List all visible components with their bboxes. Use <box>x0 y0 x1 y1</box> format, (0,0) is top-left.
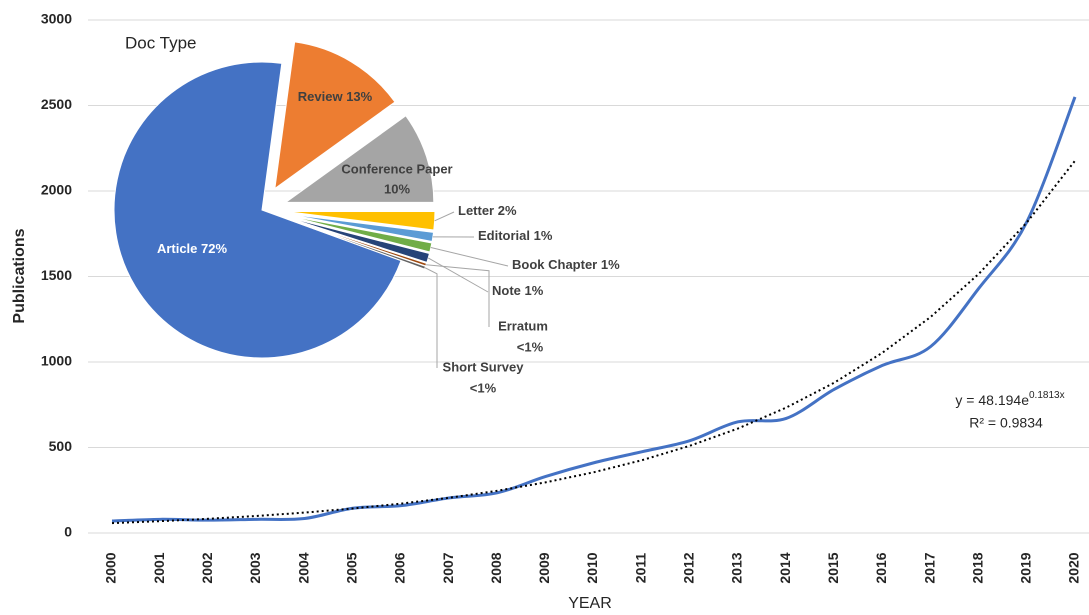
y-axis-label: Publications <box>11 228 28 323</box>
slice-category: Book Chapter <box>512 257 597 272</box>
x-tick-label: 2002 <box>199 552 215 583</box>
slice-label: Short Survey <box>443 359 525 374</box>
x-tick-label: 2018 <box>969 552 985 583</box>
pie <box>113 41 509 368</box>
x-tick-label: 2006 <box>392 552 408 583</box>
slice-category: Review <box>298 89 344 104</box>
slice-category: Letter <box>458 203 494 218</box>
slice-value: 72% <box>201 241 227 256</box>
leader-line <box>427 257 489 293</box>
y-tick-label: 2000 <box>41 182 72 198</box>
slice-label: Editorial 1% <box>478 228 553 243</box>
slice-label: Review 13% <box>298 89 373 104</box>
pie-slice <box>286 213 435 243</box>
x-tick-label: 2005 <box>343 552 359 583</box>
y-tick-label: 3000 <box>41 11 72 27</box>
slice-label: Erratum <box>498 318 548 333</box>
slice-value: 13% <box>346 89 372 104</box>
x-tick-label: 2000 <box>103 552 119 583</box>
y-tick-label: 500 <box>49 438 73 454</box>
slice-category: Article <box>157 241 197 256</box>
x-tick-label: 2020 <box>1066 552 1082 583</box>
leader-line <box>426 264 490 327</box>
x-tick-label: 2014 <box>777 552 793 583</box>
x-tick-label: 2001 <box>151 552 167 583</box>
x-tick-label: 2012 <box>681 552 697 583</box>
x-tick-label: 2016 <box>873 552 889 583</box>
slice-value: <1% <box>470 380 497 395</box>
y-tick-label: 1000 <box>41 353 72 369</box>
pie-title: Doc Type <box>125 33 197 52</box>
equation-exponent: 0.1813x <box>1029 390 1065 401</box>
leader-line <box>430 247 509 267</box>
y-tick-label: 2500 <box>41 96 72 112</box>
slice-value: <1% <box>517 339 544 354</box>
slice-value: 1% <box>534 228 553 243</box>
leader-line <box>424 267 438 368</box>
pie-slice <box>285 216 431 264</box>
x-tick-label: 2003 <box>247 552 263 583</box>
pie-slice <box>284 115 435 203</box>
slice-category: Editorial <box>478 228 530 243</box>
slice-value: 2% <box>498 203 517 218</box>
pie-slice <box>274 41 396 190</box>
slice-label: Conference Paper <box>341 161 452 176</box>
y-tick-label: 1500 <box>41 267 72 283</box>
slice-label: Book Chapter 1% <box>512 257 620 272</box>
y-tick-label: 0 <box>64 524 72 540</box>
x-tick-label: 2015 <box>825 552 841 583</box>
x-tick-label: 2019 <box>1018 552 1034 583</box>
leader-line <box>434 211 455 222</box>
pie-slice <box>113 61 402 359</box>
equation-base: y = 48.194e <box>955 392 1029 408</box>
pie-slice <box>286 211 436 231</box>
trend-line <box>111 160 1076 525</box>
slice-value: 1% <box>525 283 544 298</box>
x-tick-label: 2010 <box>584 552 600 583</box>
slice-label: Letter 2% <box>458 203 517 218</box>
slice-value: 10% <box>384 181 410 196</box>
x-tick-label: 2008 <box>488 552 504 583</box>
slice-label: Article 72% <box>157 241 228 256</box>
slice-value: 1% <box>601 257 620 272</box>
x-tick-label: 2009 <box>536 552 552 583</box>
x-tick-label: 2011 <box>632 553 648 584</box>
trend-equation: y = 48.194e0.1813x <box>955 390 1064 408</box>
x-tick-label: 2004 <box>295 552 311 583</box>
slice-label: Note 1% <box>492 283 544 298</box>
r-squared: R² = 0.9834 <box>969 415 1043 431</box>
slice-category: Note <box>492 283 521 298</box>
x-axis-label: YEAR <box>568 595 612 612</box>
x-tick-label: 2017 <box>921 552 937 583</box>
data-line <box>111 96 1077 523</box>
x-tick-label: 2007 <box>440 552 456 583</box>
x-tick-label: 2013 <box>729 552 745 583</box>
